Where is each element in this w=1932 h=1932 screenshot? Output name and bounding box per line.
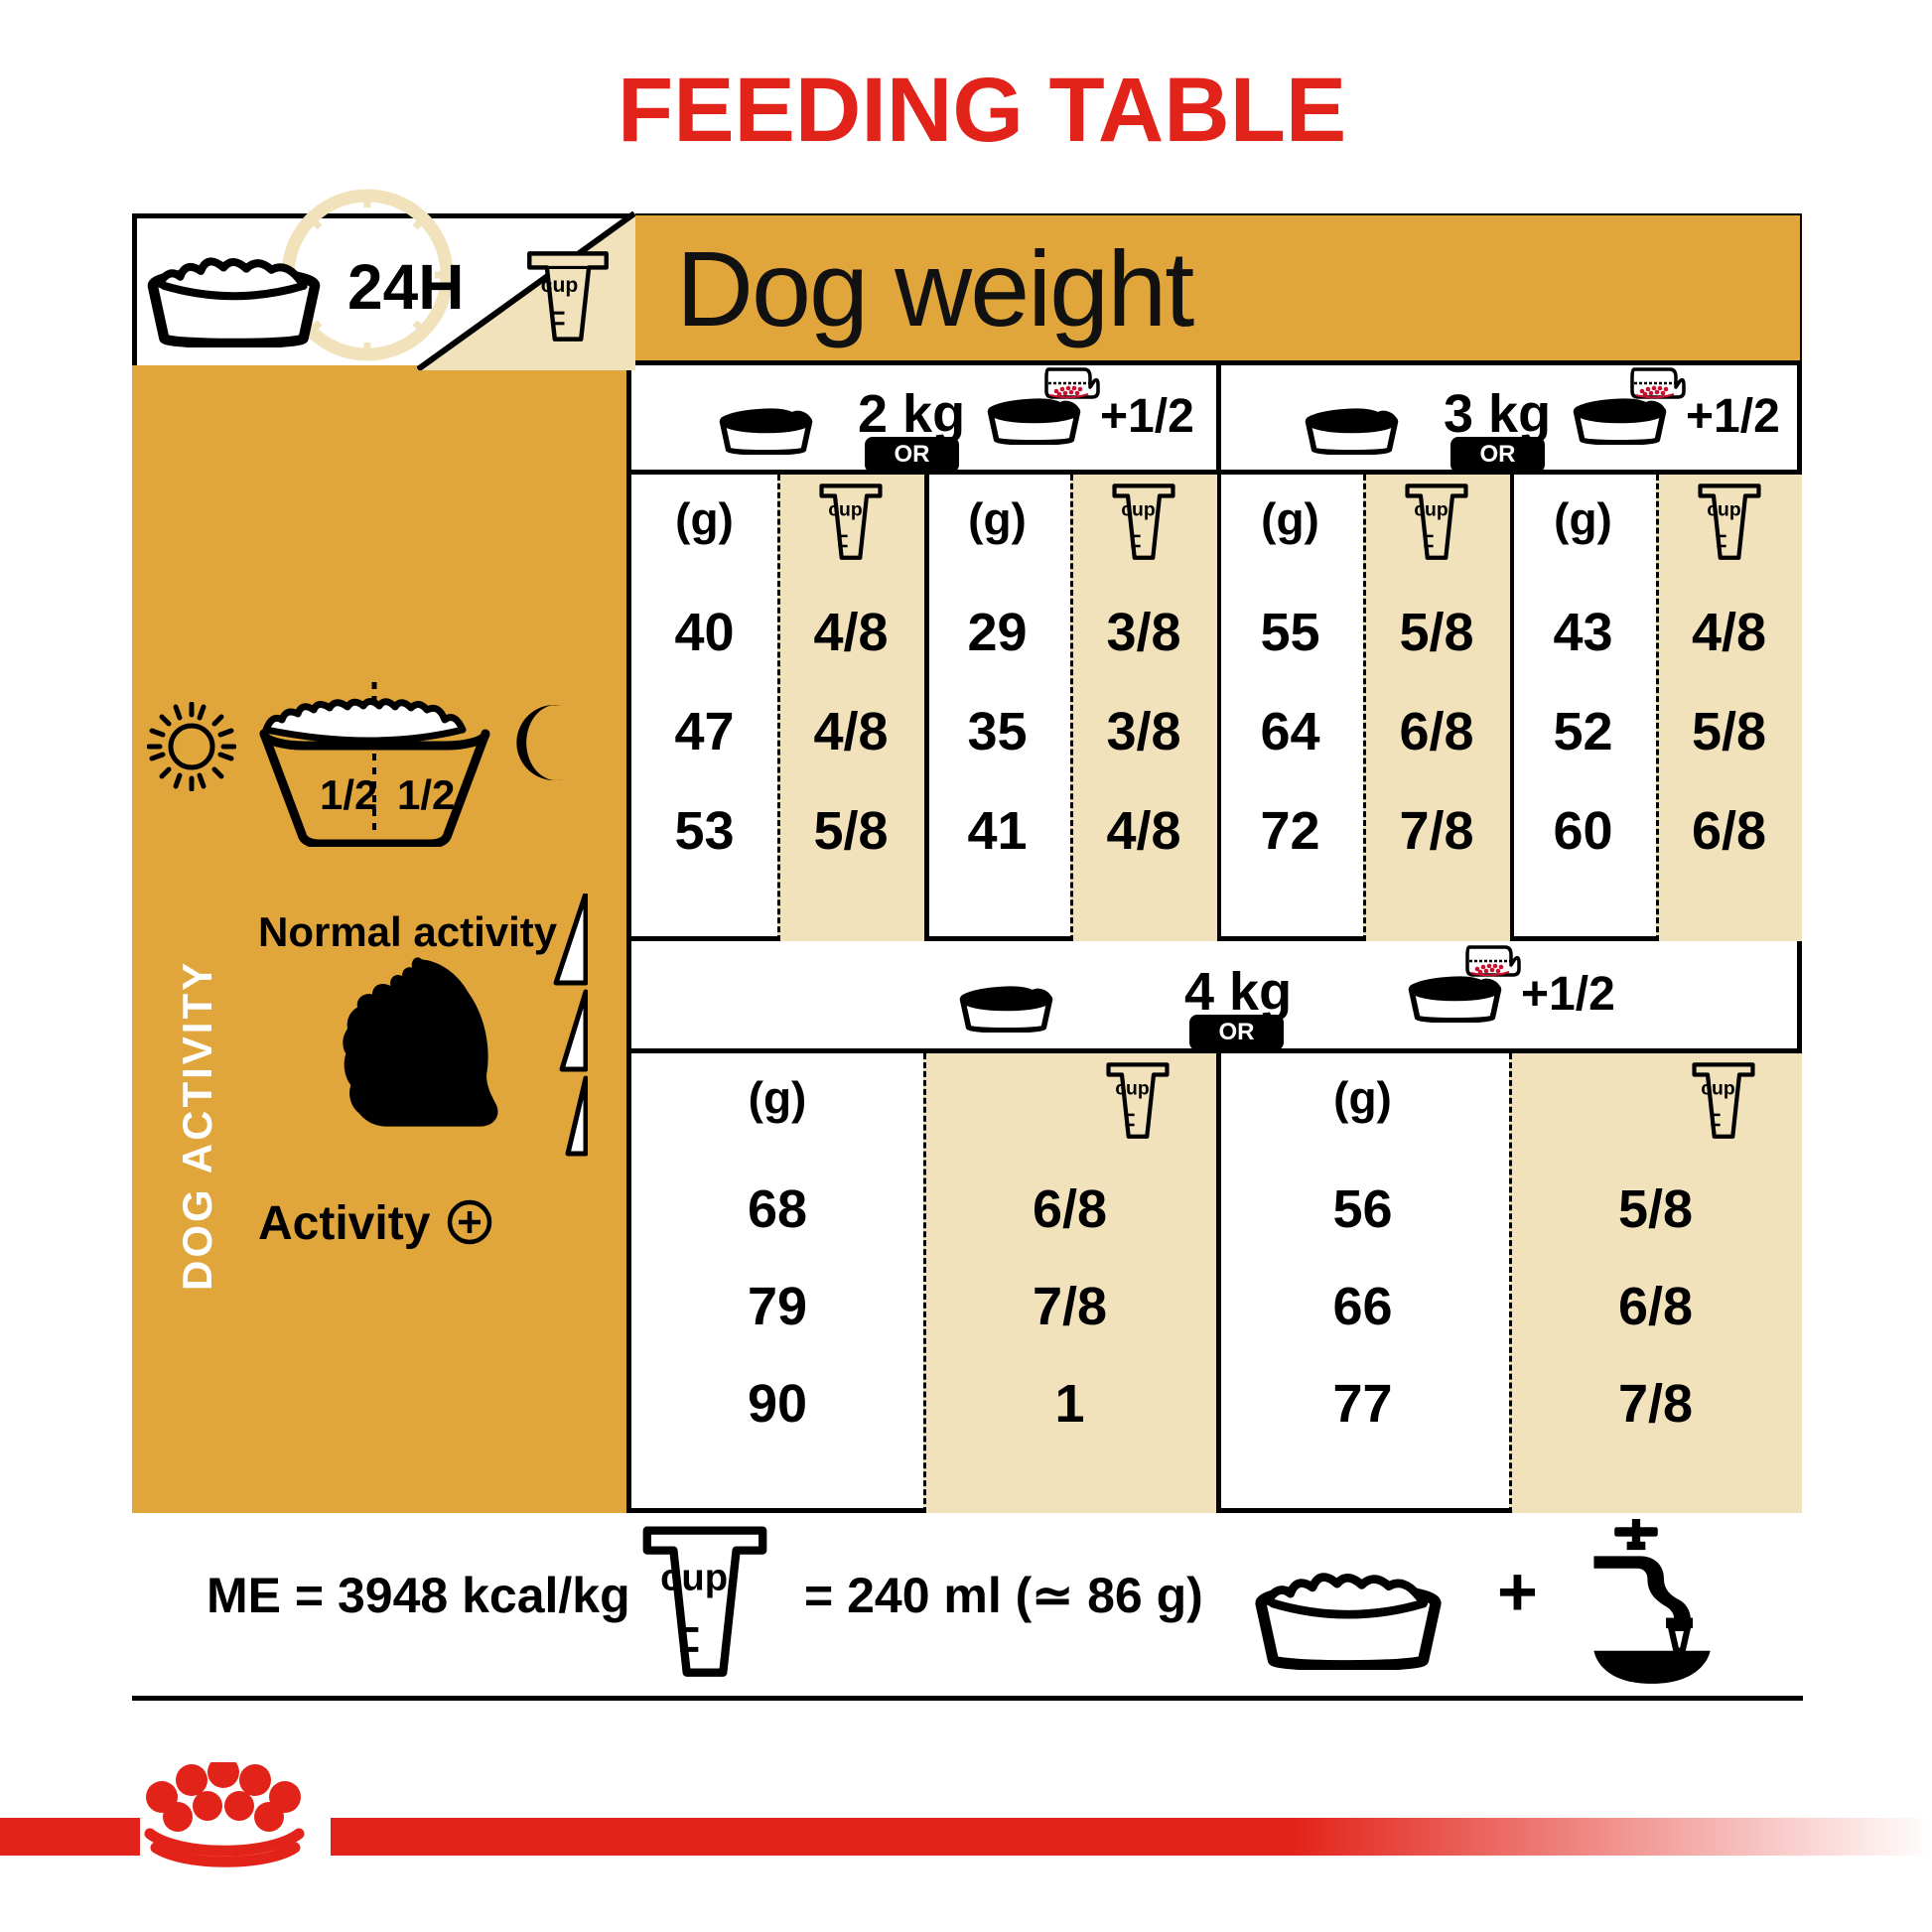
svg-text:1/2: 1/2 [397,771,455,818]
svg-text:cup: cup [541,274,579,297]
svg-text:1/2: 1/2 [320,771,377,818]
